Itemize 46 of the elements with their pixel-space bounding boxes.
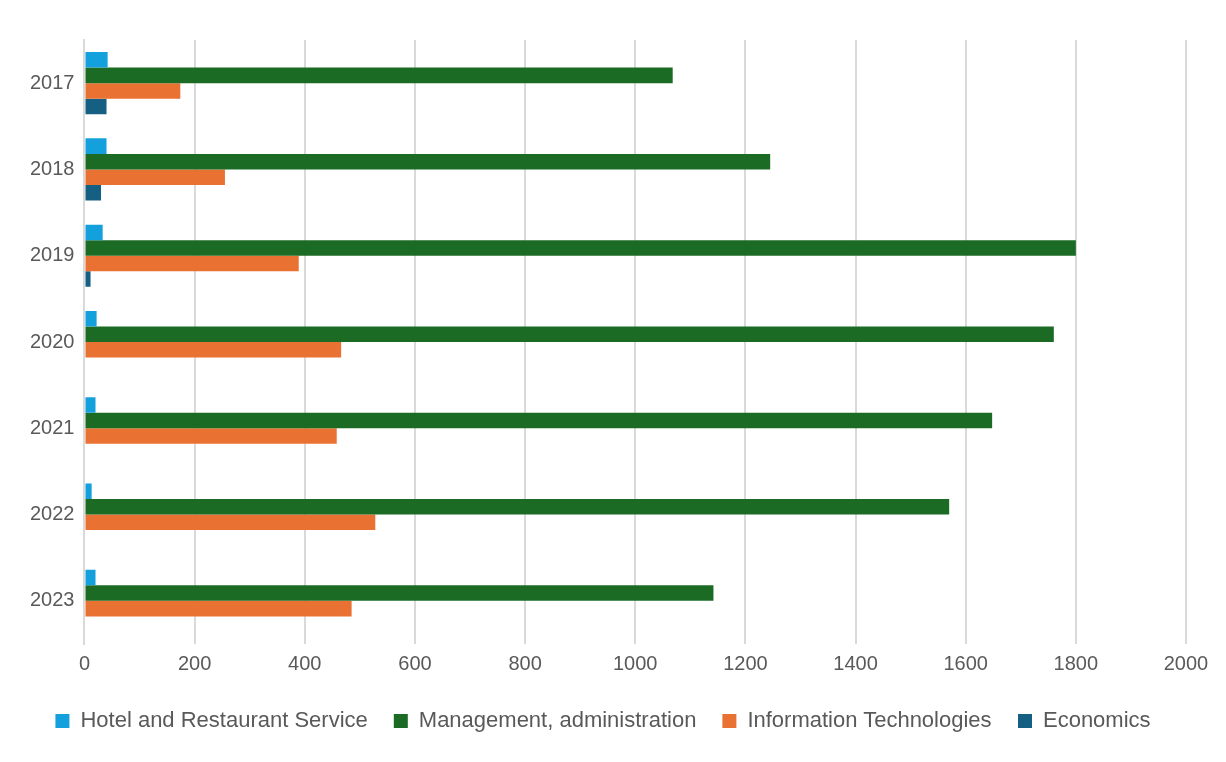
- bar: [85, 310, 97, 327]
- x-tick-label: 200: [177, 651, 212, 674]
- y-tick-label: 2020: [29, 329, 75, 352]
- bar: [85, 169, 225, 185]
- bar: [85, 271, 91, 287]
- bar: [85, 600, 352, 617]
- bar: [85, 240, 1076, 256]
- bar: [85, 514, 376, 531]
- y-tick-label: 2023: [29, 588, 75, 611]
- bar: [85, 184, 102, 201]
- bar: [85, 83, 181, 99]
- bar: [85, 67, 673, 84]
- bar: [85, 326, 1054, 342]
- bar: [85, 397, 96, 413]
- bar: [85, 98, 107, 115]
- y-tick-label: 2021: [29, 415, 75, 438]
- legend-label: Economics: [1042, 707, 1151, 733]
- bar: [85, 138, 107, 154]
- bar: [85, 483, 92, 500]
- legend-label: Management, administration: [418, 707, 697, 733]
- legend-label: Hotel and Restaurant Service: [80, 707, 368, 733]
- x-tick-label: 1800: [1053, 651, 1099, 674]
- bar: [85, 153, 771, 170]
- x-tick-label: 1400: [833, 651, 878, 674]
- x-tick-label: 1000: [613, 651, 658, 674]
- x-tick-label: 600: [398, 651, 432, 674]
- bar: [85, 224, 103, 241]
- x-tick-label: 400: [288, 651, 322, 674]
- y-tick-label: 2017: [29, 70, 75, 93]
- y-tick-label: 2022: [29, 502, 75, 525]
- legend-label: Information Technologies: [747, 707, 992, 733]
- bar: [85, 569, 96, 586]
- bar: [85, 412, 993, 429]
- bar: [85, 499, 950, 515]
- y-tick-label: 2019: [29, 243, 75, 266]
- x-tick-label: 1200: [723, 651, 768, 674]
- y-tick-label: 2018: [29, 156, 75, 179]
- x-tick-label: 2000: [1163, 651, 1209, 674]
- bar: [85, 585, 714, 601]
- bar: [85, 342, 342, 358]
- x-tick-label: 800: [508, 651, 542, 674]
- bar: [85, 428, 337, 444]
- x-tick-label: 1600: [943, 651, 988, 674]
- bar: [85, 255, 299, 272]
- x-tick-label: 0: [78, 651, 91, 674]
- bar: [85, 52, 108, 68]
